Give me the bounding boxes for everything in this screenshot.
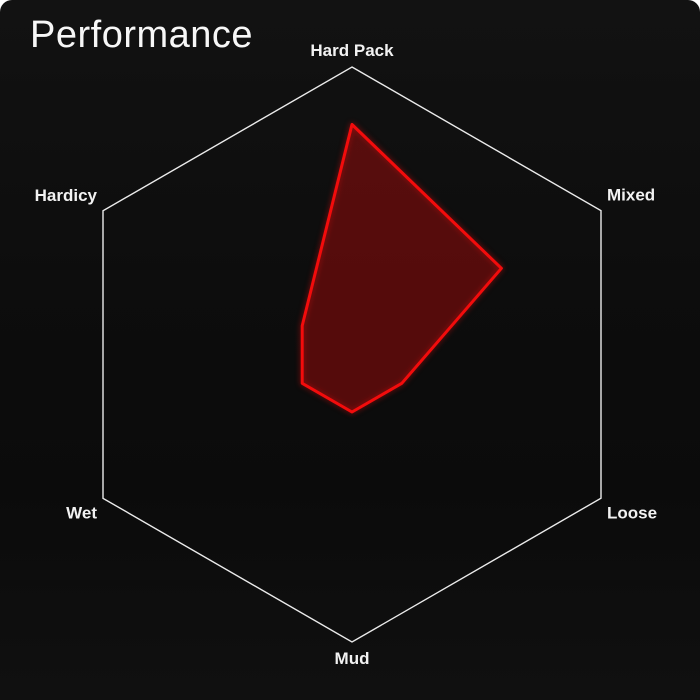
axis-label-wet: Wet bbox=[66, 503, 97, 522]
axis-label-loose: Loose bbox=[607, 503, 657, 522]
axis-label-mixed: Mixed bbox=[607, 186, 655, 205]
radar-grid-hexagon bbox=[102, 66, 602, 643]
axis-label-hard-pack: Hard Pack bbox=[310, 41, 394, 60]
radar-data-polygon bbox=[300, 123, 503, 414]
axis-label-mud: Mud bbox=[335, 649, 370, 668]
axis-label-hardicy: Hardicy bbox=[35, 186, 98, 205]
radar-axis-labels: Hard Pack Mixed Loose Mud Wet Hardicy bbox=[35, 41, 657, 668]
chart-title: Performance bbox=[30, 14, 254, 56]
